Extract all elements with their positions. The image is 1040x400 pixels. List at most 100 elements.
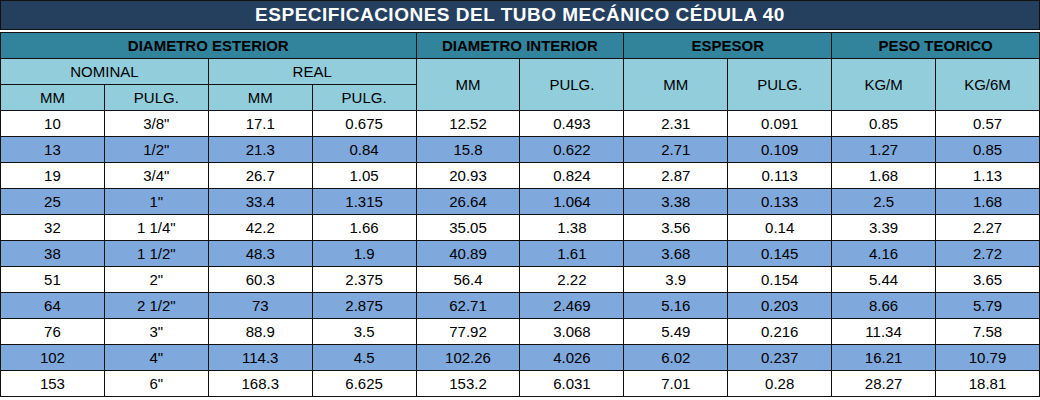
table-row: 103/8"17.10.67512.520.4932.310.0910.850.…: [1, 111, 1040, 137]
spec-table: DIAMETRO ESTERIOR DIAMETRO INTERIOR ESPE…: [0, 32, 1040, 397]
table-cell: 1/2": [104, 137, 208, 163]
table-cell: 1 1/2": [104, 241, 208, 267]
table-cell: 168.3: [208, 371, 312, 397]
table-cell: 5.44: [832, 267, 936, 293]
table-cell: 4.16: [832, 241, 936, 267]
table-cell: 2.375: [312, 267, 416, 293]
table-cell: 17.1: [208, 111, 312, 137]
table-cell: 64: [1, 293, 105, 319]
table-cell: 2": [104, 267, 208, 293]
table-body: 103/8"17.10.67512.520.4932.310.0910.850.…: [1, 111, 1040, 397]
table-cell: 0.84: [312, 137, 416, 163]
table-cell: 3.68: [624, 241, 728, 267]
table-cell: 1.68: [936, 189, 1040, 215]
table-cell: 40.89: [416, 241, 520, 267]
header-interior-pulg: PULG.: [520, 59, 624, 111]
table-cell: 6.031: [520, 371, 624, 397]
table-cell: 76: [1, 319, 105, 345]
table-cell: 0.28: [728, 371, 832, 397]
table-cell: 4.026: [520, 345, 624, 371]
sub-header-nominal: NOMINAL: [1, 59, 209, 85]
table-cell: 2.31: [624, 111, 728, 137]
table-cell: 2.5: [832, 189, 936, 215]
table-cell: 13: [1, 137, 105, 163]
table-cell: 1.38: [520, 215, 624, 241]
table-cell: 2 1/2": [104, 293, 208, 319]
table-cell: 51: [1, 267, 105, 293]
table-cell: 1.064: [520, 189, 624, 215]
table-row: 1024"114.34.5102.264.0266.020.23716.2110…: [1, 345, 1040, 371]
table-row: 193/4"26.71.0520.930.8242.870.1131.681.1…: [1, 163, 1040, 189]
table-row: 642 1/2"732.87562.712.4695.160.2038.665.…: [1, 293, 1040, 319]
header-espesor-mm: MM: [624, 59, 728, 111]
table-cell: 18.81: [936, 371, 1040, 397]
table-cell: 1 1/4": [104, 215, 208, 241]
table-cell: 3.56: [624, 215, 728, 241]
table-cell: 10: [1, 111, 105, 137]
table-cell: 0.216: [728, 319, 832, 345]
table-cell: 0.493: [520, 111, 624, 137]
group-header-diametro-esterior: DIAMETRO ESTERIOR: [1, 33, 417, 59]
header-kg-6m: KG/6M: [936, 59, 1040, 111]
table-cell: 3.068: [520, 319, 624, 345]
table-cell: 10.79: [936, 345, 1040, 371]
header-kg-m: KG/M: [832, 59, 936, 111]
table-cell: 38: [1, 241, 105, 267]
table-row: 251"33.41.31526.641.0643.380.1332.51.68: [1, 189, 1040, 215]
table-cell: 2.875: [312, 293, 416, 319]
table-row: 321 1/4"42.21.6635.051.383.560.143.392.2…: [1, 215, 1040, 241]
group-header-row: DIAMETRO ESTERIOR DIAMETRO INTERIOR ESPE…: [1, 33, 1040, 59]
table-cell: 0.57: [936, 111, 1040, 137]
table-cell: 2.22: [520, 267, 624, 293]
table-row: 763"88.93.577.923.0685.490.21611.347.58: [1, 319, 1040, 345]
table-cell: 102.26: [416, 345, 520, 371]
table-cell: 5.79: [936, 293, 1040, 319]
table-row: 512"60.32.37556.42.223.90.1545.443.65: [1, 267, 1040, 293]
group-header-peso-teorico: PESO TEORICO: [832, 33, 1040, 59]
table-cell: 0.675: [312, 111, 416, 137]
table-cell: 6.02: [624, 345, 728, 371]
spec-table-header: DIAMETRO ESTERIOR DIAMETRO INTERIOR ESPE…: [1, 33, 1040, 111]
table-cell: 5.16: [624, 293, 728, 319]
table-cell: 2.71: [624, 137, 728, 163]
table-cell: 3/8": [104, 111, 208, 137]
table-cell: 1": [104, 189, 208, 215]
table-cell: 0.824: [520, 163, 624, 189]
table-cell: 19: [1, 163, 105, 189]
table-cell: 32: [1, 215, 105, 241]
table-cell: 102: [1, 345, 105, 371]
table-cell: 77.92: [416, 319, 520, 345]
table-cell: 16.21: [832, 345, 936, 371]
table-cell: 25: [1, 189, 105, 215]
table-cell: 12.52: [416, 111, 520, 137]
page-title: ESPECIFICACIONES DEL TUBO MECÁNICO CÉDUL…: [255, 4, 785, 26]
sub-header-row: NOMINAL REAL MM PULG. MM PULG. KG/M KG/6…: [1, 59, 1040, 85]
table-cell: 6.625: [312, 371, 416, 397]
table-cell: 26.7: [208, 163, 312, 189]
table-cell: 3.5: [312, 319, 416, 345]
table-cell: 7.58: [936, 319, 1040, 345]
table-cell: 1.13: [936, 163, 1040, 189]
table-cell: 0.85: [832, 111, 936, 137]
header-espesor-pulg: PULG.: [728, 59, 832, 111]
table-row: 1536"168.36.625153.26.0317.010.2828.2718…: [1, 371, 1040, 397]
group-header-espesor: ESPESOR: [624, 33, 832, 59]
table-cell: 8.66: [832, 293, 936, 319]
header-interior-mm: MM: [416, 59, 520, 111]
table-cell: 3": [104, 319, 208, 345]
table-cell: 62.71: [416, 293, 520, 319]
table-cell: 60.3: [208, 267, 312, 293]
table-cell: 2.469: [520, 293, 624, 319]
table-cell: 1.61: [520, 241, 624, 267]
table-cell: 20.93: [416, 163, 520, 189]
table-cell: 15.8: [416, 137, 520, 163]
table-cell: 4.5: [312, 345, 416, 371]
table-cell: 6": [104, 371, 208, 397]
table-cell: 21.3: [208, 137, 312, 163]
table-cell: 0.14: [728, 215, 832, 241]
table-cell: 1.66: [312, 215, 416, 241]
table-cell: 0.133: [728, 189, 832, 215]
table-cell: 5.49: [624, 319, 728, 345]
table-cell: 42.2: [208, 215, 312, 241]
table-cell: 3.65: [936, 267, 1040, 293]
